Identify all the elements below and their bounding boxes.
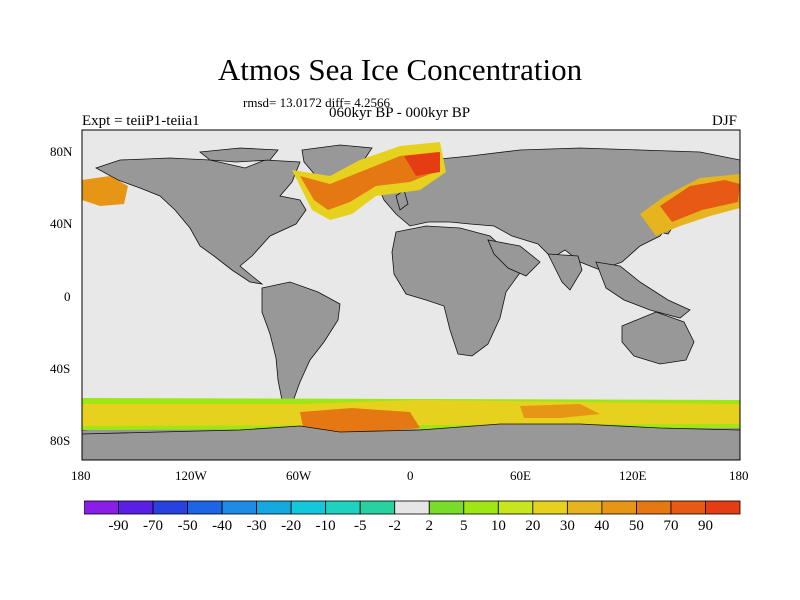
- colorbar-label: -30: [246, 518, 267, 534]
- colorbar-label: 5: [460, 518, 468, 534]
- colorbar-label: 20: [525, 518, 541, 534]
- colorbar-swatch: [256, 500, 292, 515]
- arctic-islands: [198, 147, 279, 163]
- eurasia-land: [377, 147, 740, 271]
- ice-anomaly-okhotsk-core: [660, 180, 740, 222]
- season-label: DJF: [712, 113, 738, 129]
- ice-anomaly-nordic-seas: [404, 152, 440, 176]
- lat-label-40s: 40S: [50, 361, 71, 376]
- colorbar-label: -5: [353, 518, 367, 534]
- north-america-land: [95, 157, 307, 285]
- south-america-land: [261, 281, 341, 405]
- colorbar-swatch: [601, 500, 637, 515]
- ice-anomaly-north-atlantic-core: [300, 152, 440, 210]
- lon-label-0: 0: [407, 468, 414, 483]
- colorbar-label: 70: [663, 518, 679, 534]
- ice-anomaly-indian-sector: [520, 404, 600, 418]
- arabia-land: [487, 239, 541, 277]
- experiment-label: Expt = teiiP1-teiia1: [82, 113, 200, 129]
- period-label: 060kyr BP - 000kyr BP: [329, 105, 471, 121]
- map-frame: [81, 129, 741, 461]
- lon-label-180e: 180: [729, 468, 749, 483]
- colorbar-label: 50: [628, 518, 644, 534]
- colorbar-swatch: [325, 500, 361, 515]
- colorbar-label: 40: [594, 518, 610, 534]
- lon-label-60e: 60E: [510, 468, 531, 483]
- colorbar-label: -90: [108, 518, 129, 534]
- colorbar-swatch: [532, 500, 568, 515]
- colorbar-swatch: [463, 500, 499, 515]
- lon-label-120e: 120E: [619, 468, 647, 483]
- colorbar-swatch: [359, 500, 396, 515]
- india-land: [547, 253, 583, 291]
- colorbar-swatch: [290, 500, 327, 515]
- sea-ice-anomaly-fields: [82, 142, 740, 434]
- lat-label-80s: 80S: [50, 433, 71, 448]
- colorbar-swatch: [394, 500, 430, 515]
- ice-anomaly-bering-sea: [82, 176, 128, 206]
- colorbar-label: 10: [490, 518, 506, 534]
- africa-land: [391, 225, 523, 357]
- lon-label-120w: 120W: [175, 468, 207, 483]
- australia-land: [621, 311, 695, 365]
- colorbar-swatch: [84, 500, 119, 515]
- colorbar-label: -2: [388, 518, 401, 534]
- lat-label-80n: 80N: [50, 144, 73, 159]
- colorbar-label: -70: [143, 518, 164, 534]
- colorbar-swatch: [636, 500, 672, 515]
- rmsd-diff-stats: rmsd= 13.0172 diff= 4.2566: [243, 95, 390, 110]
- colorbar-label: -10: [315, 518, 336, 534]
- colorbar-label: 90: [697, 518, 713, 534]
- colorbar-swatch: [705, 500, 741, 515]
- colorbar-swatch: [670, 500, 706, 515]
- colorbar-label: -20: [281, 518, 302, 534]
- southeast-asia-land: [595, 261, 691, 319]
- antarctica-coast: [82, 423, 740, 460]
- lon-label-180w: 180: [71, 468, 91, 483]
- colorbar-label: -40: [212, 518, 233, 534]
- lat-label-40n: 40N: [50, 216, 73, 231]
- colorbar-label: -50: [177, 518, 198, 534]
- colorbar-swatch: [187, 500, 223, 515]
- colorbar-swatch: [428, 500, 465, 515]
- lon-label-60w: 60W: [286, 468, 312, 483]
- ice-anomaly-weddell-sea: [300, 408, 420, 434]
- colorbar-label: 30: [559, 518, 575, 534]
- colorbar: [84, 500, 741, 515]
- lat-label-equator: 0: [64, 289, 71, 304]
- colorbar-swatch: [118, 500, 154, 515]
- colorbar-swatch: [152, 500, 188, 515]
- colorbar-label: 2: [425, 518, 434, 534]
- colorbar-swatch: [221, 500, 258, 515]
- colorbar-swatch: [566, 500, 603, 515]
- colorbar-swatch: [497, 500, 534, 515]
- map-title: Atmos Sea Ice Concentration: [217, 52, 583, 87]
